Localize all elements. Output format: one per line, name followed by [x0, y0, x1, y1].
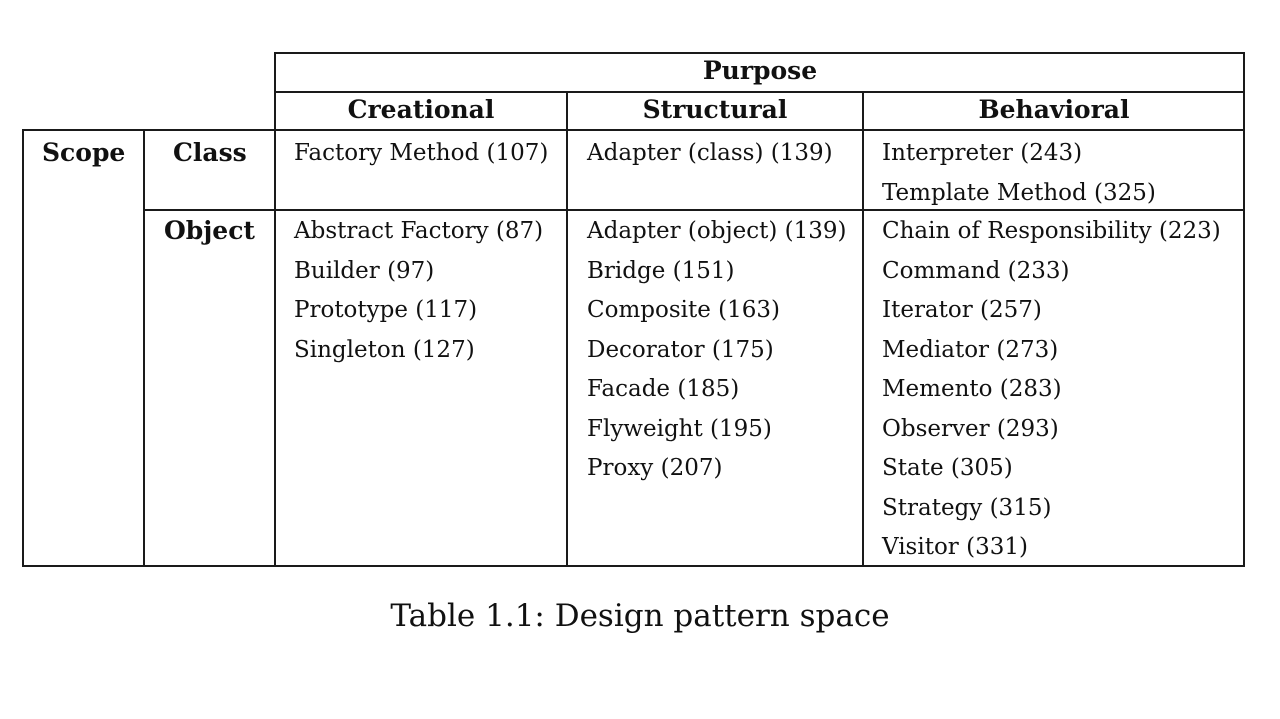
- table-rule-left: [22, 129, 24, 567]
- pattern-visitor: Visitor (331): [882, 534, 1028, 560]
- pattern-composite: Composite (163): [587, 297, 780, 323]
- row-header-class: Class: [173, 138, 247, 167]
- pattern-iterator: Iterator (257): [882, 297, 1042, 323]
- pattern-bridge: Bridge (151): [587, 257, 735, 284]
- row-header-object: Object: [164, 216, 255, 245]
- column-header-behavioral: Behavioral: [978, 95, 1130, 124]
- pattern-adapter-object: Adapter (object) (139): [587, 218, 847, 244]
- pattern-facade: Facade (185): [587, 376, 740, 402]
- pattern-chain-of-responsibility: Chain of Responsibility (223): [882, 218, 1221, 244]
- table-rule-rowlabel: [274, 52, 276, 567]
- table-rule-bottom: [22, 565, 1245, 567]
- pattern-prototype: Prototype (117): [294, 297, 478, 323]
- pattern-strategy: Strategy (315): [882, 494, 1052, 521]
- pattern-proxy: Proxy (207): [587, 455, 723, 481]
- pattern-abstract-factory: Abstract Factory (87): [294, 218, 544, 244]
- table-rule-purpose: [275, 91, 1245, 93]
- pattern-command: Command (233): [882, 257, 1070, 284]
- table-rule-scope: [143, 129, 145, 567]
- pattern-template-method: Template Method (325): [882, 179, 1156, 206]
- column-header-creational: Creational: [347, 95, 495, 124]
- cell-class-behavioral: Interpreter (243) Template Method (325): [882, 140, 1156, 219]
- table-rule-class-object: [144, 209, 1245, 211]
- purpose-header: Purpose: [702, 56, 818, 85]
- pattern-memento: Memento (283): [882, 376, 1062, 402]
- pattern-observer: Observer (293): [882, 415, 1059, 442]
- cell-object-behavioral: Chain of Responsibility (223) Command (2…: [882, 218, 1221, 574]
- table-rule-structural: [862, 91, 864, 567]
- pattern-state: State (305): [882, 455, 1013, 481]
- column-header-structural: Structural: [642, 95, 788, 124]
- table-rule-header: [22, 129, 1245, 131]
- table-caption: Table 1.1: Design pattern space: [390, 598, 890, 634]
- table-rule-top: [275, 52, 1245, 54]
- cell-class-creational: Factory Method (107): [294, 140, 548, 180]
- pattern-mediator: Mediator (273): [882, 336, 1059, 363]
- pattern-interpreter: Interpreter (243): [882, 140, 1083, 166]
- table-rule-creational: [566, 91, 568, 567]
- pattern-flyweight: Flyweight (195): [587, 415, 772, 442]
- table-rule-right: [1243, 52, 1245, 567]
- pattern-factory-method: Factory Method (107): [294, 140, 549, 166]
- cell-object-structural: Adapter (object) (139) Bridge (151) Comp…: [587, 218, 846, 495]
- cell-class-structural: Adapter (class) (139): [587, 140, 833, 180]
- pattern-builder: Builder (97): [294, 257, 435, 284]
- pattern-decorator: Decorator (175): [587, 336, 774, 363]
- pattern-adapter-class: Adapter (class) (139): [587, 140, 833, 166]
- cell-object-creational: Abstract Factory (87) Builder (97) Proto…: [294, 218, 543, 376]
- pattern-singleton: Singleton (127): [294, 336, 475, 363]
- scope-header: Scope: [42, 138, 126, 167]
